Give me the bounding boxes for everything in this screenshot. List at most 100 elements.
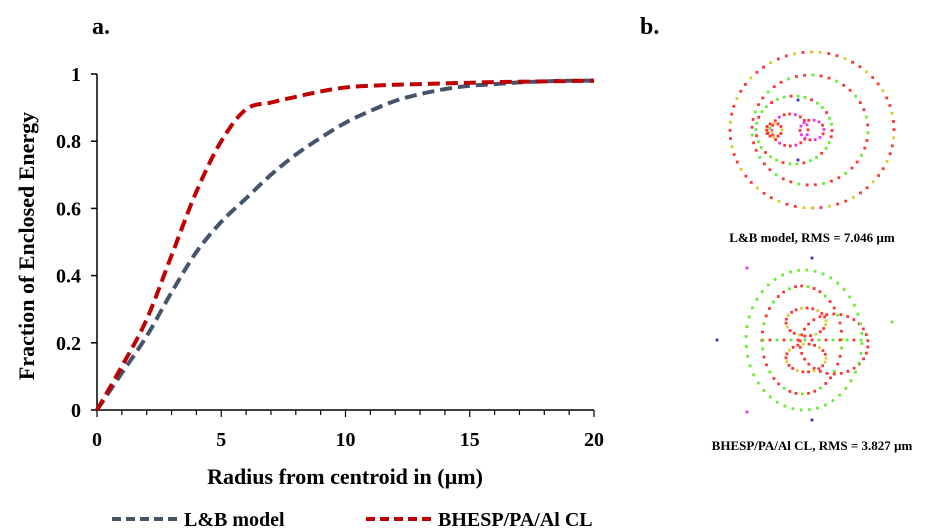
spot-diagram-lb [728,50,896,210]
spot-dot [790,310,794,314]
spot-dot [756,140,760,144]
spot-dot [796,338,800,342]
spot-dot [756,186,759,190]
spot-dot [803,136,807,140]
spot-dot [799,408,803,412]
spot-dot [797,333,801,337]
x-axis-title: Radius from centroid in (µm) [207,464,483,489]
spot-dot [866,123,870,127]
spot-dot [771,123,775,127]
spot-dot [830,129,834,132]
spot-dot [824,146,828,150]
spot-dot [789,338,793,342]
spot-dot [827,141,831,145]
spot-dot [739,89,743,93]
spot-dot [794,285,797,289]
spot-dot [820,151,824,155]
spot-dot [802,206,806,210]
spot-caption-bhesp: BHESP/PA/Al CL, RMS = 3.827 µm [712,438,913,453]
x-tick-label: 10 [336,429,356,451]
spot-dot [859,191,862,195]
spot-dot [788,162,792,166]
spot-dot [754,128,758,131]
spot-dot [877,174,880,177]
spot-dot [764,105,768,109]
spot-dot [859,352,863,355]
spot-dot [801,370,805,374]
spot-dot [817,338,821,342]
spot-dot [823,360,827,364]
spot-dot [864,333,868,336]
spot-dot [864,115,868,119]
spot-dot [817,346,821,349]
spot-dot [755,121,759,125]
spot-dot [779,132,783,135]
spot-dot [728,128,732,132]
spot-dot [776,97,779,101]
spot-dot [824,319,828,323]
spot-dot [785,360,789,364]
spot-dot [755,70,759,74]
spot-dot [771,133,775,137]
spot-dot [862,357,865,361]
spot-dot [751,118,755,121]
spot-dot [812,369,816,373]
spot-dot [796,94,800,98]
spot-dot [761,338,765,342]
spot-dot [811,73,815,77]
spot-dot [776,57,780,61]
spot-dot [782,95,786,99]
spot-dot [744,83,747,86]
spot-dot [774,173,778,177]
spot-dot [860,332,864,335]
spot-dot [812,287,816,290]
spot-dot [762,389,766,392]
spot-dot [881,89,885,93]
spot-dot [802,342,805,346]
spot-dot [860,153,863,157]
spot-dot [773,277,777,281]
spot-dot [818,50,822,54]
spot-dot [798,345,802,349]
spot-dot [823,315,827,319]
spot-dot [781,161,785,164]
spot-dot [827,76,831,80]
spot-dot [876,82,880,86]
spot-caption-lb: L&B model, RMS = 7.046 µm [729,230,895,245]
spot-dot [757,115,761,119]
spot-dot [844,171,848,175]
spot-dot [829,376,832,380]
spot-dot [892,120,895,123]
spot-dot [824,323,828,327]
spot-dot [865,70,868,74]
spot-dot [735,160,739,164]
spot-dot [750,133,754,137]
spot-dot [820,312,824,315]
spot-dot [739,167,743,171]
spot-dot [732,104,736,108]
spot-dot [784,356,788,360]
spot-dot [803,96,807,99]
spot-dot [824,356,828,360]
spot-dot [821,132,825,136]
x-tick-label: 20 [584,429,604,451]
spot-dot [866,339,870,343]
spot-dot [821,106,824,109]
spot-dot [748,364,752,368]
spot-dot [800,306,803,310]
spot-dot [828,204,831,208]
spot-dot [860,342,864,345]
spot-dot [836,202,840,206]
legend: L&B model BHESP/PA/Al CL [112,509,593,530]
spot-dot [813,269,817,273]
spot-dot [802,121,806,124]
y-axis-ticks: 0 0.2 0.4 0.6 0.8 1 [56,64,97,422]
spot-dot [806,128,810,132]
spot-dot [854,94,858,98]
spot-dot [762,162,766,166]
y-axis-title: Fraction of Enclosed Energy [14,112,39,380]
spot-dot [836,313,839,317]
spot-dot [842,288,846,291]
spot-dot [770,128,774,132]
spot-dot [832,312,836,316]
